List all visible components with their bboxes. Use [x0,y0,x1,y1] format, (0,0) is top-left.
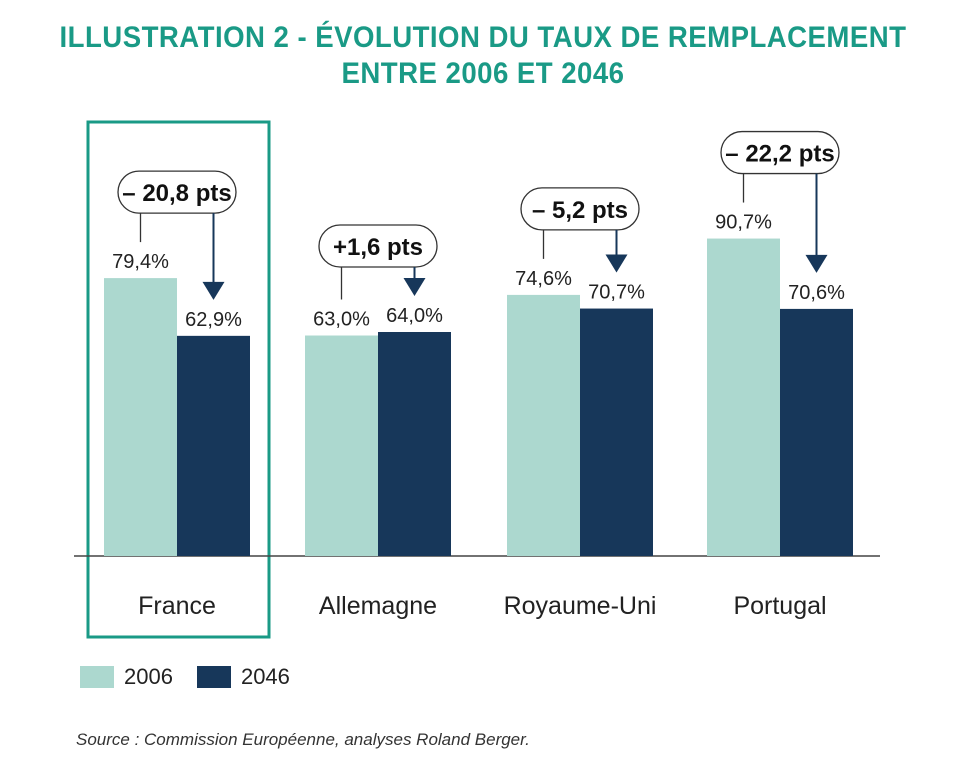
change-callout [318,224,438,268]
legend: 2006 2046 [80,664,314,690]
bar-2006 [507,294,580,556]
data-label-2046: 70,7% [588,282,645,304]
category-label: Allemagne [319,592,437,620]
bar-2046 [780,308,853,556]
bar-2046 [378,332,451,556]
category-label: Royaume-Uni [504,592,657,620]
data-label-2046: 62,9% [185,309,242,331]
legend-swatch-2006 [80,666,114,688]
bar-group-3: 90,7% 70,6% Portugal – 22,2 pts [707,130,853,620]
category-label: France [138,592,216,620]
highlight-frame [86,120,271,639]
legend-swatch-2046 [196,666,231,688]
legend-label-2046: 2046 [240,664,290,689]
change-arrow-head [202,281,225,300]
data-label-2006: 79,4% [112,251,169,273]
bar-2006 [104,278,177,556]
data-label-2006: 74,6% [515,268,572,290]
data-label-2046: 70,6% [788,282,845,304]
change-label: – 5,2 pts [532,197,628,224]
category-label: Portugal [733,592,826,620]
data-label-2006: 63,0% [313,309,370,331]
change-callout [520,187,640,231]
data-label-2006: 90,7% [715,212,772,234]
bar-group-1: 63,0% 64,0% Allemagne +1,6 pts [305,224,451,620]
bar-2046 [177,335,250,556]
bar-chart: 79,4% 62,9% France – 20,8 pts 63,0% 64,0% Alle… [74,120,880,639]
bar-group-0: 79,4% 62,9% France – 20,8 pts [104,170,250,620]
change-arrow-head [605,254,628,273]
change-arrow-head [805,254,828,273]
change-label: – 20,8 pts [122,180,231,207]
change-label: – 22,2 pts [725,141,834,168]
legend-item-2006: 2006 [80,664,173,690]
chart-title-line2: ENTRE 2006 ET 2046 [341,57,625,90]
legend-label-2006: 2006 [124,664,173,689]
bar-2006 [707,238,780,557]
bar-group-2: 74,6% 70,7% Royaume-Uni – 5,2 pts [504,187,657,620]
bar-2006 [305,335,378,556]
change-callout [720,130,840,175]
bar-2046 [580,308,653,556]
change-callout [117,170,237,214]
change-arrow-head [403,278,426,296]
change-label: +1,6 pts [333,234,423,261]
chart-title-line1: ILLUSTRATION 2 - ÉVOLUTION DU TAUX DE RE… [59,21,907,54]
source-note: Source : Commission Européenne, analyses… [76,730,530,749]
data-label-2046: 64,0% [386,305,443,327]
legend-item-2046: 2046 [196,664,290,690]
